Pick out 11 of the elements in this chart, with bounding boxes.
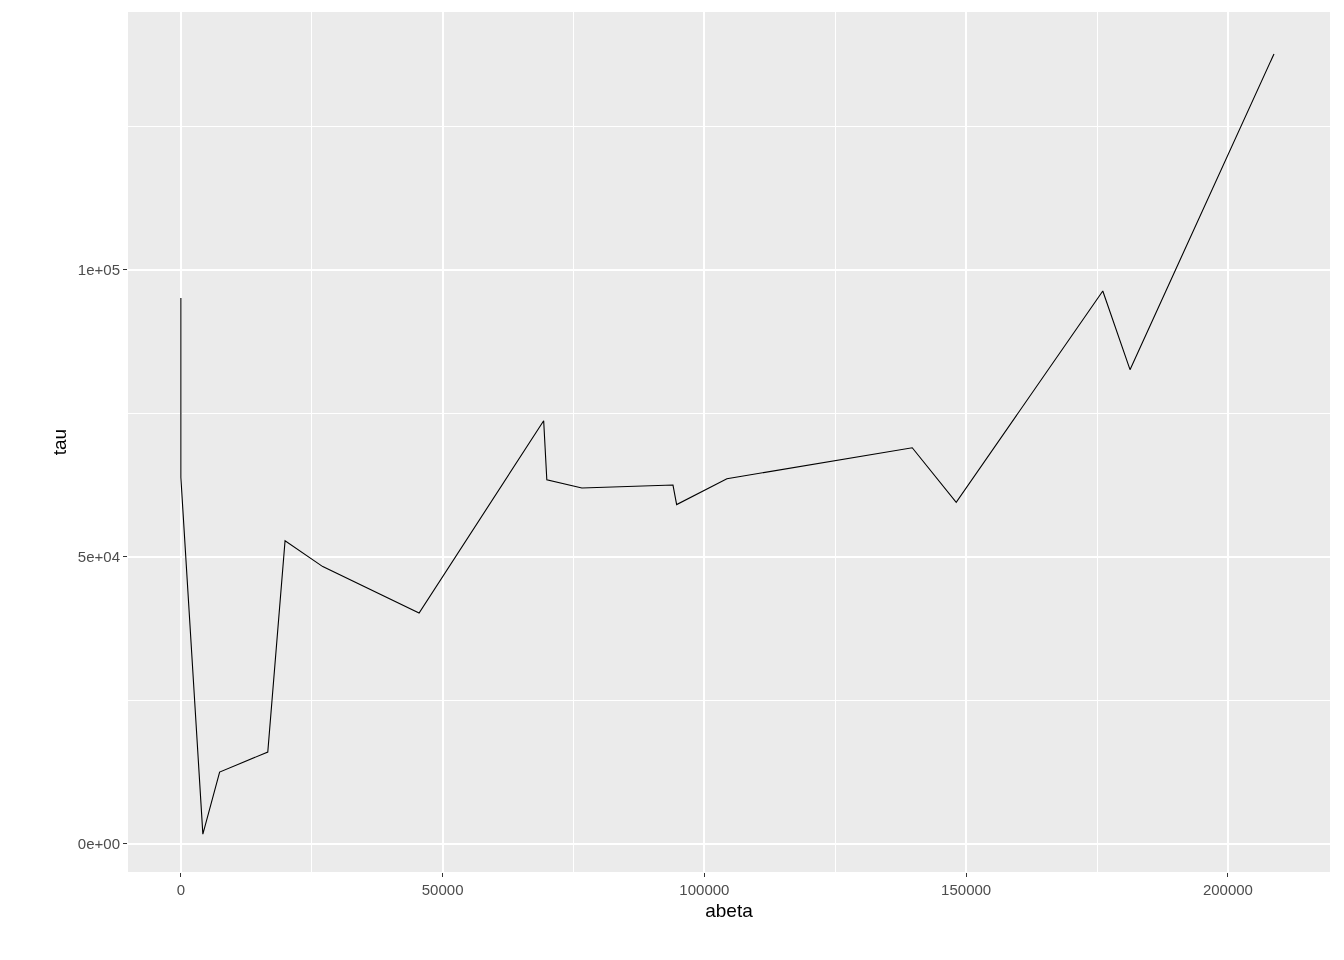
x-tick-label: 100000	[679, 881, 730, 898]
y-axis-title: tau	[48, 428, 70, 456]
x-tick-label: 150000	[941, 881, 992, 898]
y-tick-label: 1e+05	[77, 261, 120, 279]
line-series	[180, 53, 1275, 835]
y-tick-label: 5e+04	[77, 548, 120, 566]
x-tick-label: 50000	[421, 881, 464, 898]
x-tick-label: 0	[176, 881, 186, 898]
x-tick-label: 200000	[1202, 881, 1253, 898]
y-tick-label: 0e+00	[77, 835, 120, 853]
x-axis-title: abeta	[705, 899, 754, 921]
